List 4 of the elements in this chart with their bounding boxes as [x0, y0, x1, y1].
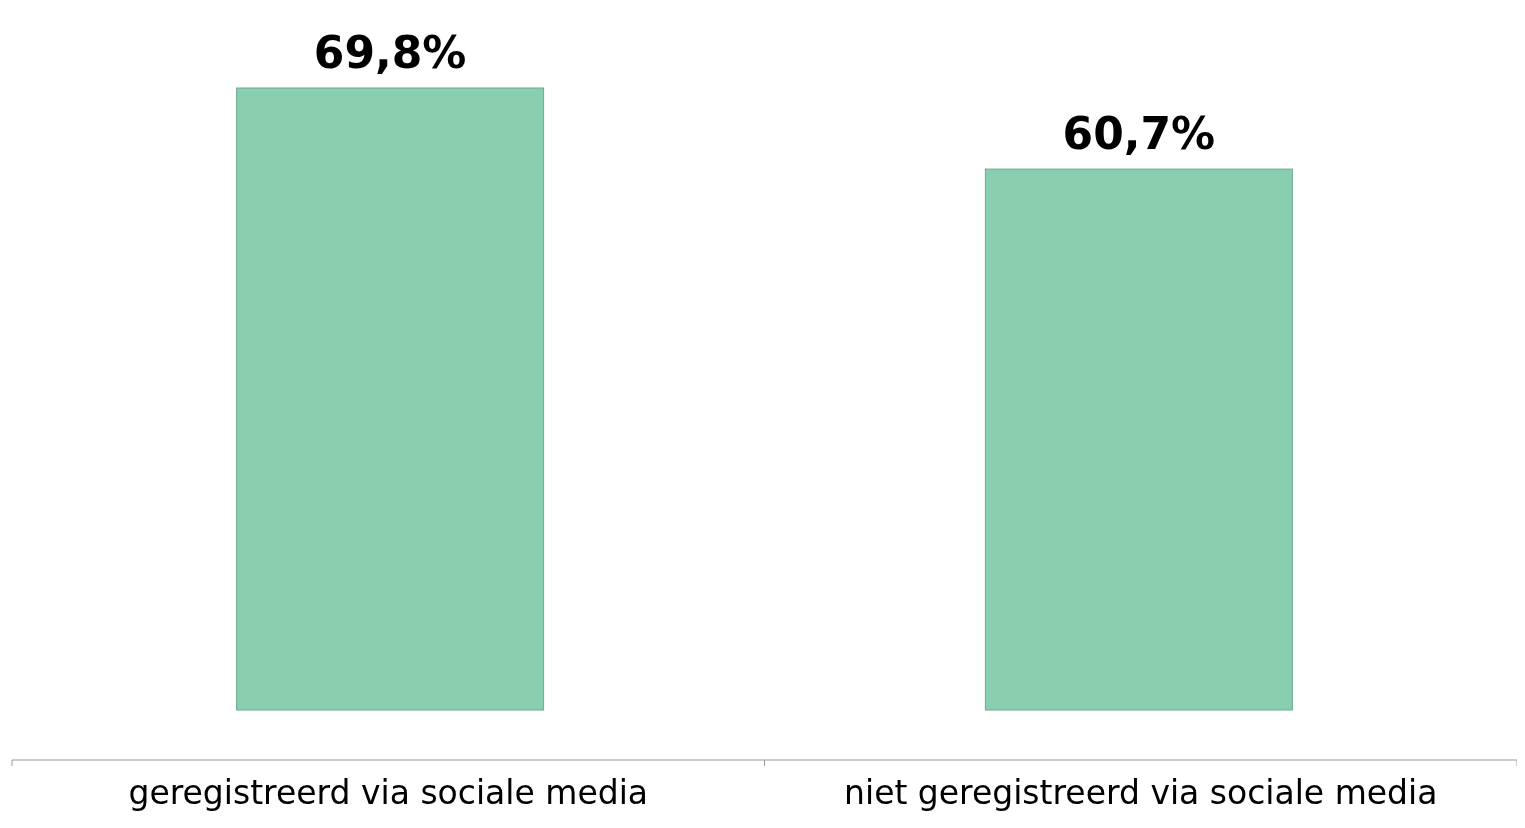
- data-label: 69,8%: [313, 27, 467, 78]
- data-label: 60,7%: [1062, 108, 1216, 160]
- x-tick-label: niet geregistreerd via sociale media: [844, 773, 1438, 812]
- x-tick-label: geregistreerd via sociale media: [128, 773, 649, 812]
